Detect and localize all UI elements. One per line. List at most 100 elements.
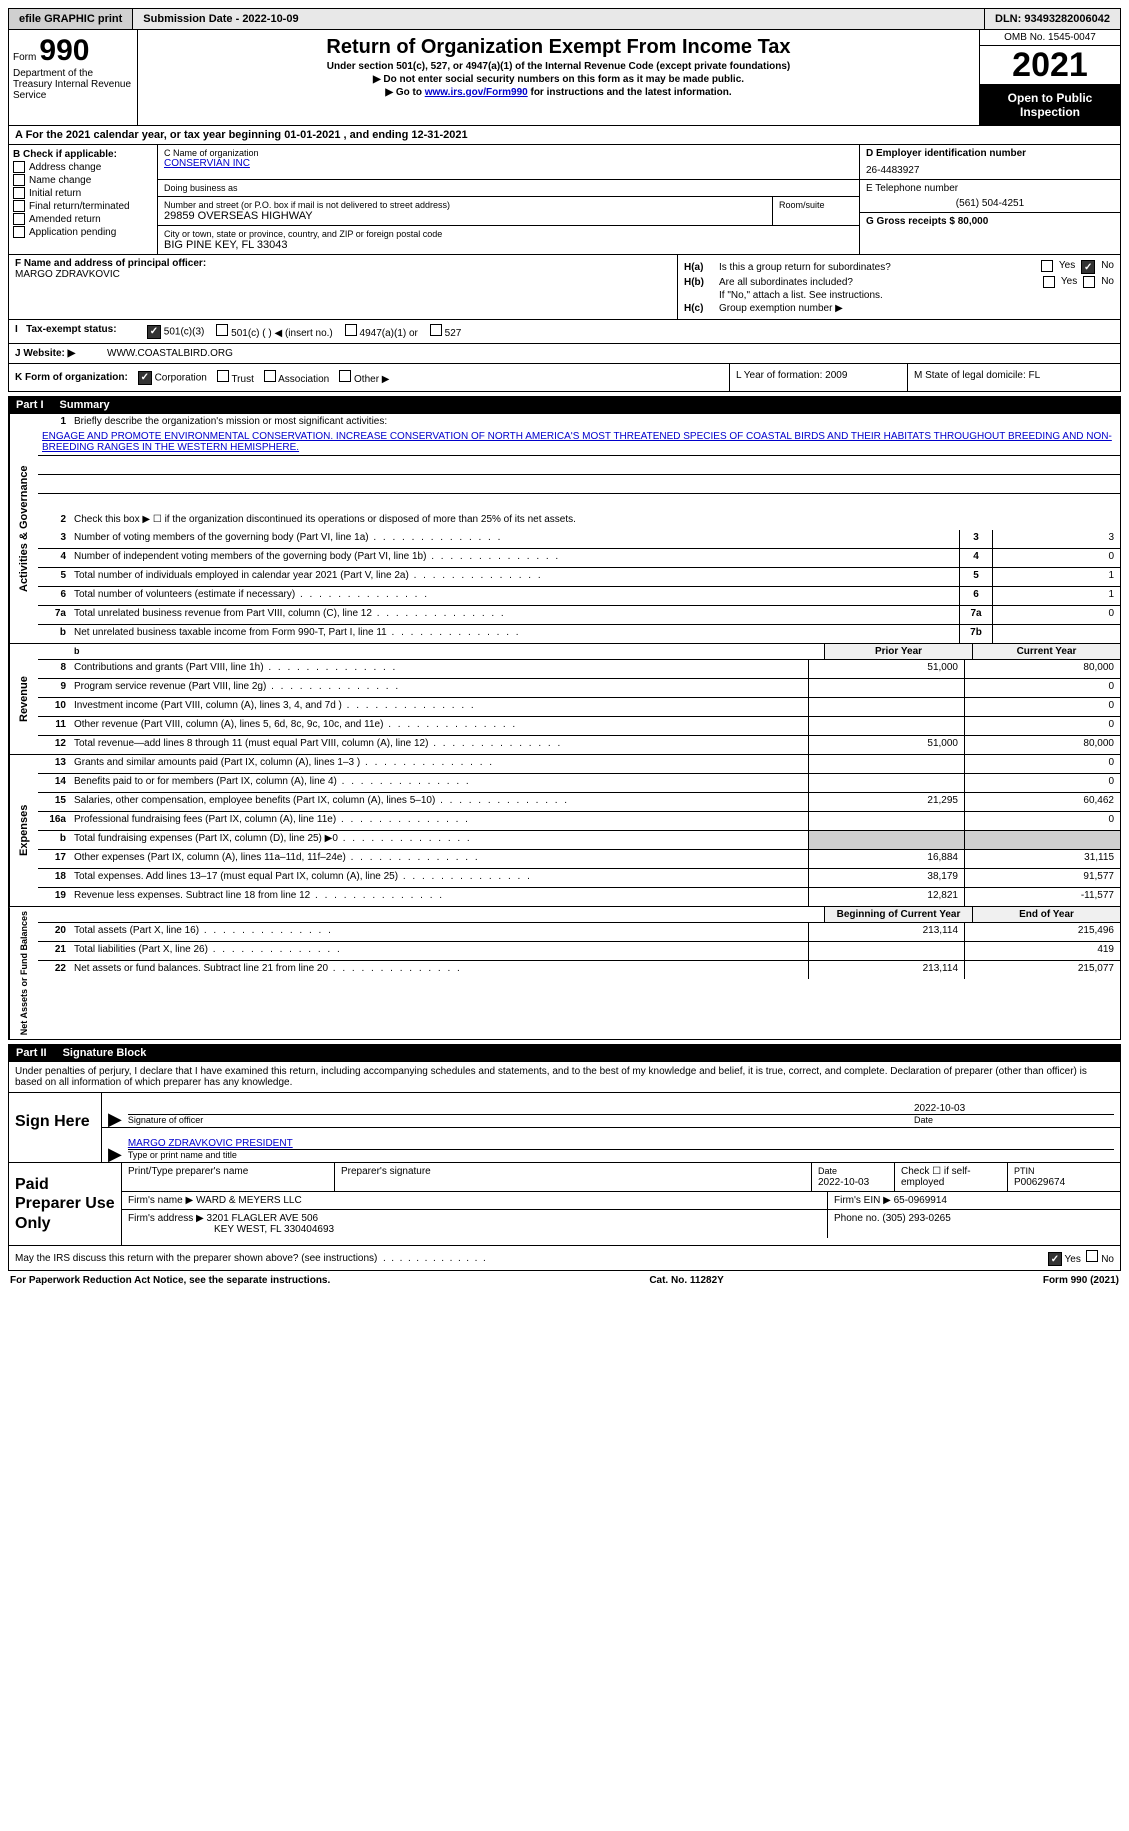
ein-label: D Employer identification number xyxy=(866,148,1114,159)
ein-value: 26-4483927 xyxy=(866,165,1114,176)
chk-final-return[interactable] xyxy=(13,200,25,212)
hc-label: H(c) xyxy=(684,303,719,314)
city-value: BIG PINE KEY, FL 33043 xyxy=(164,239,853,251)
current-year-header: Current Year xyxy=(972,644,1120,659)
b-opt-3: Final return/terminated xyxy=(29,201,130,212)
prior-year-header: Prior Year xyxy=(824,644,972,659)
dln: DLN: 93493282006042 xyxy=(984,9,1120,29)
subtitle-2: ▶ Do not enter social security numbers o… xyxy=(146,74,971,85)
end-year-header: End of Year xyxy=(972,907,1120,922)
tab-activities: Activities & Governance xyxy=(9,414,38,643)
q1-label: Briefly describe the organization's miss… xyxy=(70,414,1120,429)
may-irs-no[interactable] xyxy=(1086,1250,1098,1262)
phone-label: E Telephone number xyxy=(866,183,1114,194)
m-state: M State of legal domicile: FL xyxy=(907,364,1120,391)
gross-receipts: G Gross receipts $ 80,000 xyxy=(866,216,1114,227)
part1-header: Part I Summary xyxy=(8,396,1121,414)
chk-name-change[interactable] xyxy=(13,174,25,186)
c-name-label: C Name of organization xyxy=(164,148,853,158)
sign-here-label: Sign Here xyxy=(9,1093,102,1162)
chk-4947[interactable] xyxy=(345,324,357,336)
hb-label: H(b) xyxy=(684,277,719,288)
officer-name: MARGO ZDRAVKOVIC xyxy=(15,269,120,280)
website[interactable]: WWW.COASTALBIRD.ORG xyxy=(101,344,1120,363)
rev-row-10: Investment income (Part VIII, column (A)… xyxy=(70,698,808,716)
tab-expenses: Expenses xyxy=(9,755,38,906)
begin-year-header: Beginning of Current Year xyxy=(824,907,972,922)
chk-527[interactable] xyxy=(430,324,442,336)
ha-label: H(a) xyxy=(684,262,719,273)
hc-text: Group exemption number ▶ xyxy=(719,303,1114,314)
b-opt-5: Application pending xyxy=(29,227,116,238)
chk-address-change[interactable] xyxy=(13,161,25,173)
mission-text: ENGAGE AND PROMOTE ENVIRONMENTAL CONSERV… xyxy=(42,431,1112,453)
part2-header: Part II Signature Block xyxy=(8,1044,1121,1062)
chk-trust[interactable] xyxy=(217,370,229,382)
name-title-label: Type or print name and title xyxy=(128,1149,1114,1160)
subtitle-1: Under section 501(c), 527, or 4947(a)(1)… xyxy=(146,61,971,72)
org-name: CONSERVIAN INC xyxy=(164,158,853,169)
exp-row-15: Salaries, other compensation, employee b… xyxy=(70,793,808,811)
gov-row-5: Total number of individuals employed in … xyxy=(70,568,959,586)
k-label: K Form of organization: xyxy=(15,372,128,383)
efile-print-button[interactable]: efile GRAPHIC print xyxy=(9,9,133,29)
gov-row-4: Number of independent voting members of … xyxy=(70,549,959,567)
footer-left: For Paperwork Reduction Act Notice, see … xyxy=(10,1275,330,1286)
rev-row-8: Contributions and grants (Part VIII, lin… xyxy=(70,660,808,678)
may-irs-text: May the IRS discuss this return with the… xyxy=(15,1253,1048,1264)
exp-row-17: Other expenses (Part IX, column (A), lin… xyxy=(70,850,808,868)
b-opt-2: Initial return xyxy=(29,188,81,199)
check-self-employed: Check ☐ if self-employed xyxy=(895,1163,1008,1191)
arrow-icon: ▶ xyxy=(108,1149,122,1160)
hb-note: If "No," attach a list. See instructions… xyxy=(719,290,883,301)
line-a: A For the 2021 calendar year, or tax yea… xyxy=(8,126,1121,145)
gov-row-3: Number of voting members of the governin… xyxy=(70,530,959,548)
officer-name-title: MARGO ZDRAVKOVIC PRESIDENT xyxy=(128,1138,1114,1149)
hb-yes[interactable] xyxy=(1043,276,1055,288)
chk-initial-return[interactable] xyxy=(13,187,25,199)
room-label: Room/suite xyxy=(772,197,859,225)
firm-ein: Firm's EIN ▶ 65-0969914 xyxy=(828,1192,1120,1209)
ha-text: Is this a group return for subordinates? xyxy=(719,262,1041,273)
chk-501c3[interactable] xyxy=(147,325,161,339)
chk-other[interactable] xyxy=(339,370,351,382)
irs-link[interactable]: www.irs.gov/Form990 xyxy=(425,87,528,98)
omb-number: OMB No. 1545-0047 xyxy=(980,30,1120,46)
tab-revenue: Revenue xyxy=(9,644,38,754)
exp-row-b: Total fundraising expenses (Part IX, col… xyxy=(70,831,808,849)
gov-row-b: Net unrelated business taxable income fr… xyxy=(70,625,959,643)
phone-value: (561) 504-4251 xyxy=(866,198,1114,209)
form-header: Form 990 Department of the Treasury Inte… xyxy=(8,30,1121,126)
q2-text: Check this box ▶ ☐ if the organization d… xyxy=(70,512,1120,530)
net-row-20: Total assets (Part X, line 16) xyxy=(70,923,808,941)
chk-501c[interactable] xyxy=(216,324,228,336)
col-b: B Check if applicable: Address change Na… xyxy=(9,145,158,254)
form-title: Return of Organization Exempt From Incom… xyxy=(146,36,971,59)
dba-label: Doing business as xyxy=(158,179,859,193)
rev-row-11: Other revenue (Part VIII, column (A), li… xyxy=(70,717,808,735)
chk-corp[interactable] xyxy=(138,371,152,385)
hb-text: Are all subordinates included? xyxy=(719,277,1043,288)
city-label: City or town, state or province, country… xyxy=(164,229,853,239)
ha-yes[interactable] xyxy=(1041,260,1053,272)
prep-name-label: Print/Type preparer's name xyxy=(122,1163,335,1191)
prep-sig-label: Preparer's signature xyxy=(335,1163,812,1191)
rev-row-9: Program service revenue (Part VIII, line… xyxy=(70,679,808,697)
may-irs-yes[interactable] xyxy=(1048,1252,1062,1266)
hb-no[interactable] xyxy=(1083,276,1095,288)
chk-amended[interactable] xyxy=(13,213,25,225)
exp-row-14: Benefits paid to or for members (Part IX… xyxy=(70,774,808,792)
sig-officer-label: Signature of officer xyxy=(128,1115,914,1125)
chk-assoc[interactable] xyxy=(264,370,276,382)
exp-row-18: Total expenses. Add lines 13–17 (must eq… xyxy=(70,869,808,887)
submission-date: Submission Date - 2022-10-09 xyxy=(133,9,984,29)
sig-date-val: 2022-10-03 xyxy=(914,1103,1114,1114)
exp-row-13: Grants and similar amounts paid (Part IX… xyxy=(70,755,808,773)
j-label: J Website: ▶ xyxy=(9,344,101,363)
i-label: I Tax-exempt status: xyxy=(9,320,141,343)
chk-app-pending[interactable] xyxy=(13,226,25,238)
ha-no[interactable] xyxy=(1081,260,1095,274)
gov-row-7a: Total unrelated business revenue from Pa… xyxy=(70,606,959,624)
addr-label: Number and street (or P.O. box if mail i… xyxy=(164,200,772,210)
goto-post: for instructions and the latest informat… xyxy=(528,87,732,98)
